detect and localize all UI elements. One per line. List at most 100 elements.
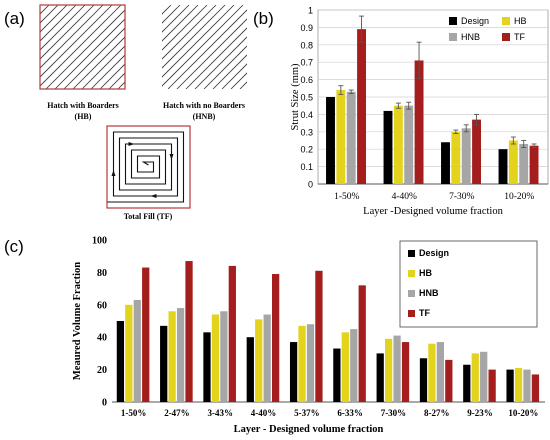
bar-tf-7-30% [401, 342, 410, 402]
y-tick-label: 80 [97, 268, 107, 279]
bar-design-10-20% [506, 369, 514, 402]
bar-hb-10-20% [508, 140, 518, 184]
panel-c-label: (c) [4, 237, 24, 256]
hb-hatch-line [54, 18, 125, 89]
bar-hnb-10-20% [519, 143, 529, 184]
hb-hatch-line [40, 5, 86, 51]
legend-swatch-hnb [408, 290, 415, 297]
hb-hatch-line [108, 72, 125, 89]
panel-b-label: (b) [253, 9, 274, 28]
hnb-hatch-line [162, 5, 244, 87]
bar-hb-8-27% [428, 343, 436, 402]
hb-hatch-border [39, 4, 126, 90]
bar-tf-1-50% [142, 267, 150, 402]
panel-a: (a) Hatch with Boarders (HB) Hatch with … [4, 4, 247, 221]
hb-hatch-line [40, 5, 59, 24]
hb-hatch-line [40, 5, 122, 87]
bar-hb-2-47% [168, 311, 176, 402]
legend-label-hb: HB [514, 16, 527, 26]
bar-hb-1-50% [336, 90, 346, 184]
bar-tf-4-40% [414, 60, 424, 184]
x-tick-label: 1-50% [334, 192, 359, 202]
hb-hatch-line [72, 36, 125, 89]
hb-caption-line1: Hatch with Boarders [47, 101, 119, 110]
hb-hatch-line [90, 54, 125, 89]
legend-label-design: Design [461, 16, 489, 26]
y-tick-label: 0.9 [300, 23, 313, 33]
hb-hatch-line [40, 5, 68, 33]
bar-design-10-20% [498, 149, 508, 184]
x-tick-label: 10-20% [504, 192, 534, 202]
bar-tf-10-20% [531, 374, 540, 402]
legend-swatch-tf [502, 33, 510, 41]
bar-hnb-8-27% [436, 342, 445, 402]
y-tick-label: 0.1 [300, 162, 313, 172]
panel-a-label: (a) [4, 9, 25, 28]
legend-swatch-design [449, 17, 457, 25]
y-tick-label: 40 [97, 333, 107, 344]
bar-design-8-27% [419, 358, 428, 402]
bar-hb-6-33% [341, 332, 349, 402]
hnb-hatch-line [203, 45, 247, 89]
legend-label-design: Design [419, 248, 449, 258]
y-tick-label: 20 [97, 365, 107, 376]
tf-border [106, 125, 191, 209]
legend-swatch-design [408, 250, 415, 257]
bar-design-4-40% [383, 110, 393, 184]
x-tick-label: 8-27% [424, 408, 450, 418]
bar-design-2-47% [160, 325, 168, 402]
bar-design-6-33% [333, 348, 341, 402]
hnb-hatch-line [162, 5, 235, 78]
legend-swatch-tf [408, 310, 415, 317]
legend-label-tf: TF [514, 32, 525, 42]
bar-hb-5-37% [298, 325, 306, 402]
hnb-hatch-line [212, 54, 247, 89]
bar-tf-8-27% [445, 359, 453, 402]
hb-hatch-square [40, 5, 125, 89]
y-tick-label: 0.8 [300, 40, 313, 50]
legend: Design HB HNB TF [449, 16, 527, 42]
x-tick-label: 10-20% [508, 408, 538, 418]
bar-design-9-23% [463, 364, 471, 402]
bar-tf-10-20% [529, 145, 539, 184]
bar-hnb-1-50% [346, 91, 356, 184]
y-tick-label: 0.2 [300, 145, 313, 155]
x-tick-label: 7-30% [381, 408, 407, 418]
y-tick-label: 0.5 [300, 93, 313, 103]
bar-design-1-50% [326, 97, 335, 184]
x-tick-label: 5-37% [294, 408, 320, 418]
hb-hatch-line [40, 5, 77, 42]
bar-hb-7-30% [451, 131, 461, 184]
bar-hb-3-43% [211, 314, 220, 402]
hnb-hatch-square [162, 5, 247, 89]
hb-hatch-line [45, 9, 125, 89]
bar-hb-10-20% [514, 367, 523, 402]
bar-design-3-43% [203, 332, 211, 402]
bar-design-4-40% [246, 337, 254, 402]
x-tick-label: 2-47% [164, 408, 190, 418]
tf-direction-arrow [111, 170, 116, 176]
legend-swatch-hb [408, 270, 415, 277]
bar-tf-5-37% [315, 270, 323, 402]
y-tick-label: 0.4 [300, 110, 313, 120]
x-tick-label: 7-30% [449, 192, 474, 202]
hnb-hatch-line [176, 18, 247, 89]
bar-hb-9-23% [471, 353, 479, 402]
bar-tf-7-30% [472, 119, 482, 184]
legend-box [399, 240, 538, 328]
tf-direction-arrow [169, 154, 174, 160]
hb-hatch-line [63, 27, 125, 89]
legend-swatch-hb [502, 17, 510, 25]
bar-design-7-30% [376, 353, 384, 402]
panel-b: (b) 0 0.1 0.2 0.3 0.4 0.5 0.6 0.7 0.8 0.9 1 1-50% 4-… [253, 6, 549, 217]
bar-hnb-2-47% [176, 308, 185, 402]
hnb-hatch-line [167, 9, 247, 89]
bar-hb-1-50% [125, 304, 133, 402]
legend-label-hb: HB [419, 268, 432, 278]
x-tick-label: 6-33% [337, 408, 363, 418]
bar-tf-6-33% [358, 285, 366, 402]
hb-hatch-line [40, 5, 104, 69]
chart-c: 0 20 40 60 80 100 1-50% 2-47% 3-43% 4-40% 5-37% 6-3… [72, 236, 545, 435]
bar-design-7-30% [441, 142, 450, 184]
legend-swatch-hnb [449, 33, 457, 41]
